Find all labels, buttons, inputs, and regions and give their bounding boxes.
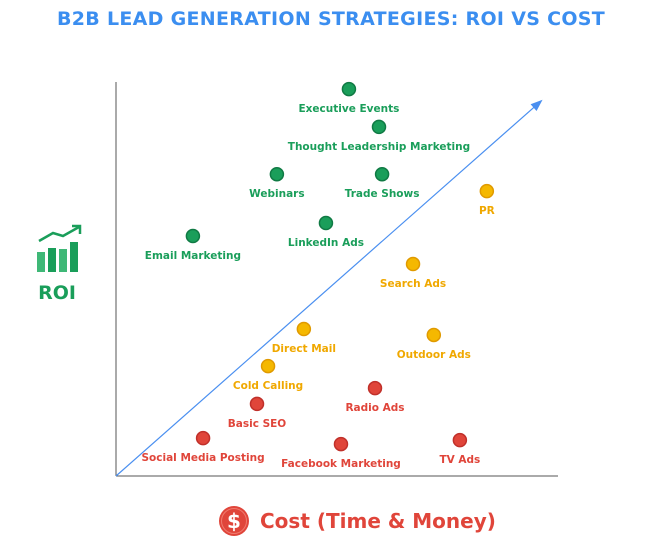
data-point <box>296 321 312 337</box>
data-point <box>479 183 495 199</box>
chart-title: B2B LEAD GENERATION STRATEGIES: ROI VS C… <box>56 8 606 30</box>
data-point <box>185 228 201 244</box>
data-label: Webinars <box>249 188 304 200</box>
dollar-glyph: $ <box>227 509 241 533</box>
data-label: Search Ads <box>380 278 446 290</box>
data-label: Facebook Marketing <box>281 458 401 470</box>
y-axis-label-block: ROI <box>22 224 92 304</box>
dollar-coin-icon: $ <box>219 506 249 536</box>
data-point <box>195 430 211 446</box>
trend-arrowhead <box>530 99 543 112</box>
data-point <box>260 358 276 374</box>
data-label: Social Media Posting <box>142 452 265 464</box>
data-point <box>367 380 383 396</box>
data-label: PR <box>479 205 495 217</box>
data-label: LinkedIn Ads <box>288 237 364 249</box>
data-point <box>405 256 421 272</box>
data-point <box>374 166 390 182</box>
data-label: Direct Mail <box>272 343 336 355</box>
y-axis-label: ROI <box>38 282 76 304</box>
data-label: Outdoor Ads <box>397 349 471 361</box>
data-point <box>333 436 349 452</box>
data-point <box>249 396 265 412</box>
data-point <box>341 81 357 97</box>
data-label: Executive Events <box>298 103 399 115</box>
data-point <box>452 432 468 448</box>
data-point <box>318 215 334 231</box>
x-axis-label: Cost (Time & Money) <box>260 509 496 533</box>
x-axis-label-block: $ Cost (Time & Money) <box>218 505 496 537</box>
data-label: Thought Leadership Marketing <box>288 141 470 153</box>
data-point <box>371 119 387 135</box>
data-label: Email Marketing <box>145 250 241 262</box>
data-point <box>269 166 285 182</box>
chart-growth-icon <box>37 224 82 272</box>
data-label: Radio Ads <box>345 402 404 414</box>
data-label: Trade Shows <box>345 188 420 200</box>
data-point <box>426 327 442 343</box>
data-label: TV Ads <box>439 454 480 466</box>
data-label: Cold Calling <box>233 380 303 392</box>
data-label: Basic SEO <box>228 418 287 430</box>
trend-line <box>115 101 541 477</box>
